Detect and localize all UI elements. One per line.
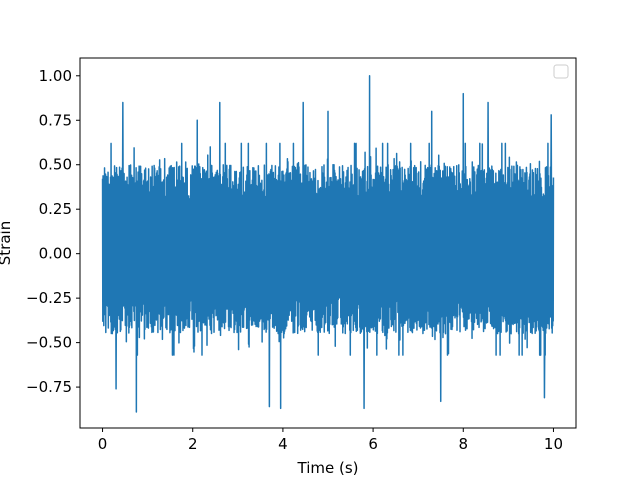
y-tick-label: 1.00 xyxy=(39,67,72,85)
y-tick-label: 0.50 xyxy=(39,156,72,174)
x-tick-label: 10 xyxy=(544,435,563,453)
x-tick-label: 4 xyxy=(278,435,288,453)
plot-frame xyxy=(79,57,577,429)
y-axis-label: Strain xyxy=(0,221,14,265)
x-tick-label: 6 xyxy=(368,435,378,453)
x-tick-label: 0 xyxy=(98,435,108,453)
x-axis-label: Time (s) xyxy=(297,459,359,477)
x-tick-label: 8 xyxy=(458,435,468,453)
y-tick-label: −0.25 xyxy=(26,289,72,307)
series-layer xyxy=(101,75,555,413)
x-tick-label: 2 xyxy=(188,435,198,453)
y-tick-label: −0.75 xyxy=(26,378,72,396)
y-tick-label: 0.00 xyxy=(39,245,72,263)
y-tick-label: 0.25 xyxy=(39,200,72,218)
legend-box xyxy=(553,64,569,79)
ticks-layer: 0 2 4 6 8 10 −0.75 −0.50 −0.25 0.00 0.25 0.50 0.75 1.… xyxy=(26,67,563,453)
y-tick-label: −0.50 xyxy=(26,334,72,352)
strain-series-line xyxy=(101,75,555,413)
y-tick-label: 0.75 xyxy=(39,111,72,129)
